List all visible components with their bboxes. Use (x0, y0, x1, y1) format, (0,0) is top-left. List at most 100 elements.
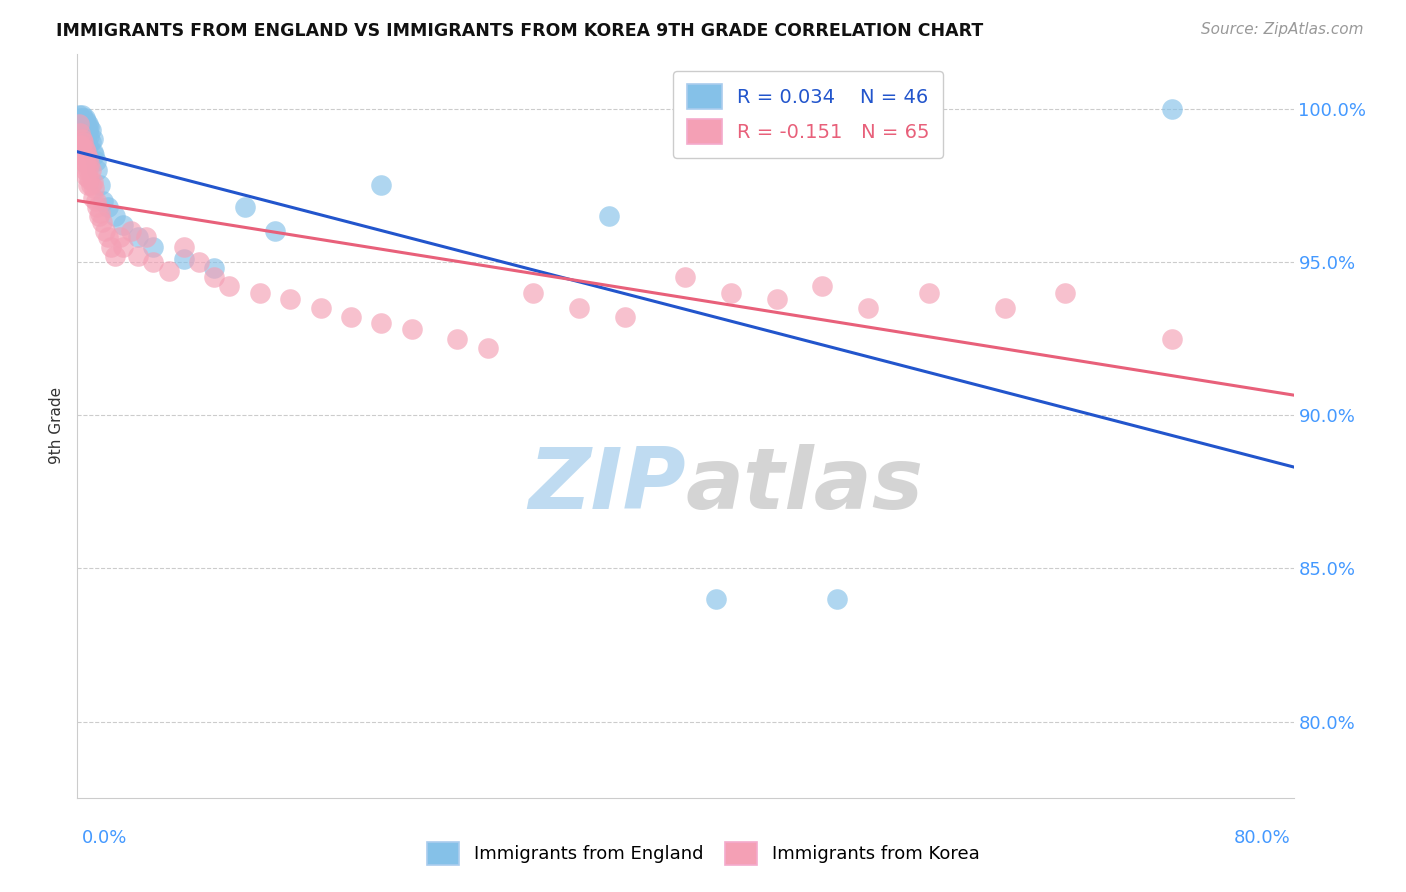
Point (72, 111, 94, 125)
Point (72, 120, 94, 134)
Point (73, 132, 96, 146)
Point (97, 230, 120, 244)
Point (80, 136, 103, 150)
Point (73, 111, 96, 125)
Point (69, 114, 91, 128)
Point (675, 270, 697, 285)
Point (446, 332, 468, 346)
Point (70, 108, 93, 122)
Point (309, 301, 332, 315)
Point (77, 123, 100, 137)
Y-axis label: 9th Grade: 9th Grade (49, 387, 65, 465)
Point (135, 230, 157, 244)
Point (111, 239, 134, 253)
Point (233, 200, 256, 214)
Point (613, 310, 636, 325)
Point (89, 178, 111, 193)
Point (72, 117, 94, 131)
Point (97, 200, 120, 214)
Point (77, 178, 100, 193)
Point (142, 255, 165, 269)
Text: 0.0%: 0.0% (82, 830, 127, 847)
Point (598, 209, 620, 223)
Point (72, 153, 94, 168)
Point (111, 218, 134, 232)
Point (75, 120, 97, 134)
Text: atlas: atlas (686, 444, 924, 527)
Point (522, 285, 544, 300)
Point (82, 132, 104, 146)
Point (73, 151, 96, 165)
Point (127, 249, 149, 263)
Point (264, 224, 287, 238)
Text: Source: ZipAtlas.com: Source: ZipAtlas.com (1201, 22, 1364, 37)
Point (75, 157, 97, 171)
Point (994, 301, 1017, 315)
Point (401, 322, 423, 336)
Point (70, 114, 93, 128)
Point (72, 145, 94, 159)
Point (72, 136, 94, 150)
Point (90, 215, 112, 229)
Text: ZIP: ZIP (527, 444, 686, 527)
Point (108, 230, 131, 244)
Point (75, 132, 97, 146)
Point (89, 206, 111, 220)
Point (370, 178, 392, 193)
Point (86, 163, 108, 178)
Point (80, 123, 103, 137)
Point (811, 279, 834, 293)
Point (104, 249, 127, 263)
Point (77, 117, 100, 131)
Point (79, 172, 101, 186)
Point (202, 261, 225, 276)
Point (93, 224, 115, 238)
Point (157, 264, 180, 278)
Point (75, 169, 97, 183)
Point (100, 239, 122, 253)
Point (80, 178, 103, 193)
Point (704, 592, 727, 607)
Point (80, 163, 103, 178)
Point (83, 147, 105, 161)
Point (278, 292, 301, 306)
Point (249, 285, 271, 300)
Point (69, 111, 91, 125)
Point (86, 200, 108, 214)
Point (75, 114, 97, 128)
Point (856, 301, 879, 315)
Point (218, 279, 240, 293)
Point (83, 181, 105, 195)
Point (79, 157, 101, 171)
Point (79, 129, 101, 144)
Point (84, 153, 107, 168)
Point (142, 239, 165, 253)
Point (73, 142, 96, 156)
Point (827, 592, 849, 607)
Point (84, 194, 107, 208)
Point (188, 255, 211, 269)
Point (91, 194, 114, 208)
Point (340, 310, 363, 325)
Point (173, 239, 195, 253)
Point (70, 117, 93, 131)
Point (72, 126, 94, 140)
Point (69, 126, 91, 140)
Point (67, 108, 90, 122)
Point (73, 163, 96, 178)
Point (75, 145, 97, 159)
Point (1054, 285, 1077, 300)
Point (70, 138, 93, 153)
Point (720, 285, 742, 300)
Point (77, 151, 100, 165)
Point (120, 224, 142, 238)
Point (73, 117, 96, 131)
Point (568, 301, 591, 315)
Legend: R = 0.034    N = 46, R = -0.151   N = 65: R = 0.034 N = 46, R = -0.151 N = 65 (673, 70, 943, 158)
Point (70, 123, 93, 137)
Point (918, 285, 941, 300)
Legend: Immigrants from England, Immigrants from Korea: Immigrants from England, Immigrants from… (419, 835, 987, 872)
Point (82, 145, 104, 159)
Point (87, 209, 110, 223)
Point (79, 120, 101, 134)
